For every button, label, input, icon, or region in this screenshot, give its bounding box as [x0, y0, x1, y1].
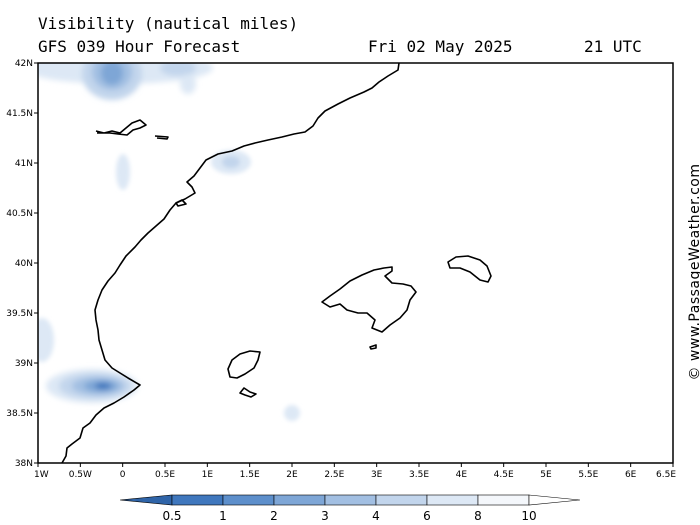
lon-tick-label: 6E — [625, 470, 637, 480]
colorbar-label: 8 — [474, 509, 482, 523]
lon-tick-label: 5E — [540, 470, 552, 480]
visibility-colorbar: 0.5 1 2 3 4 6 8 10 — [119, 494, 581, 523]
iberian-coastline — [61, 63, 400, 463]
pyrenees-border — [95, 119, 147, 136]
mallorca-coast — [321, 266, 417, 333]
colorbar-bin — [375, 494, 428, 506]
lon-tick-label: 6.5E — [656, 470, 676, 480]
latitude-axis: 42N 41.5N 41N 40.5N 40N 39.5N 39N 38.5N 38N — [6, 59, 38, 469]
lon-tick-label: 0.5E — [155, 470, 175, 480]
lat-tick-label: 40N — [15, 259, 33, 269]
colorbar-bin — [222, 494, 275, 506]
lon-tick-label: 0 — [120, 470, 126, 480]
visibility-shading — [38, 63, 300, 421]
lon-tick-label: 1W — [34, 470, 49, 480]
formentera-coast — [239, 387, 257, 398]
colorbar-bin — [477, 494, 530, 506]
border-segment — [154, 135, 169, 140]
lon-tick-label: 2.5E — [324, 470, 344, 480]
low-visibility-area — [38, 318, 54, 362]
lon-tick-label: 4E — [456, 470, 468, 480]
lon-tick-label: 1.5E — [240, 470, 260, 480]
colorbar-bin — [273, 494, 326, 506]
low-visibility-area — [211, 150, 251, 174]
colorbar-bin — [426, 494, 479, 506]
lat-tick-label: 39N — [15, 359, 33, 369]
colorbar-bin — [171, 494, 224, 506]
lat-tick-label: 40.5N — [6, 209, 33, 219]
colorbar-label: 0.5 — [162, 509, 181, 523]
cabrera-coast — [369, 344, 377, 350]
lon-tick-label: 4.5E — [494, 470, 514, 480]
forecast-model: GFS 039 Hour Forecast — [38, 37, 241, 56]
colorbar-label: 3 — [321, 509, 329, 523]
colorbar-label: 1 — [219, 509, 227, 523]
colorbar-under-arrow — [119, 494, 173, 506]
lon-tick-label: 3.5E — [409, 470, 429, 480]
lat-tick-label: 39.5N — [6, 309, 33, 319]
menorca-coast — [447, 255, 492, 283]
lon-tick-label: 2E — [286, 470, 298, 480]
ibiza-coast — [227, 350, 261, 379]
lat-tick-label: 41.5N — [6, 109, 33, 119]
colorbar-over-arrow — [528, 494, 581, 506]
low-visibility-area — [284, 405, 300, 421]
forecast-date: Fri 02 May 2025 — [368, 37, 513, 56]
low-visibility-area — [46, 369, 138, 403]
colorbar-label: 2 — [270, 509, 278, 523]
colorbar-label: 10 — [521, 509, 536, 523]
colorbar-label: 6 — [423, 509, 431, 523]
site-credit: © www.PassageWeather.com — [687, 163, 700, 380]
colorbar-bin — [324, 494, 377, 506]
longitude-axis: 1W 0.5W 0 0.5E 1E 1.5E 2E 2.5E 3E 3.5E 4E 4.5E 5E 5.5… — [34, 463, 676, 480]
lat-tick-label: 42N — [15, 59, 33, 69]
ebro-delta-coast — [175, 199, 187, 207]
low-visibility-area — [116, 154, 130, 190]
lat-tick-label: 38N — [15, 459, 33, 469]
lat-tick-label: 41N — [15, 159, 33, 169]
lon-tick-label: 0.5W — [69, 470, 92, 480]
colorbar-label: 4 — [372, 509, 380, 523]
map-title: Visibility (nautical miles) — [38, 14, 299, 33]
lon-tick-label: 1E — [202, 470, 214, 480]
forecast-time: 21 UTC — [584, 37, 642, 56]
lon-tick-label: 3E — [371, 470, 383, 480]
low-visibility-area — [38, 63, 213, 100]
lat-tick-label: 38.5N — [6, 409, 33, 419]
lon-tick-label: 5.5E — [578, 470, 598, 480]
